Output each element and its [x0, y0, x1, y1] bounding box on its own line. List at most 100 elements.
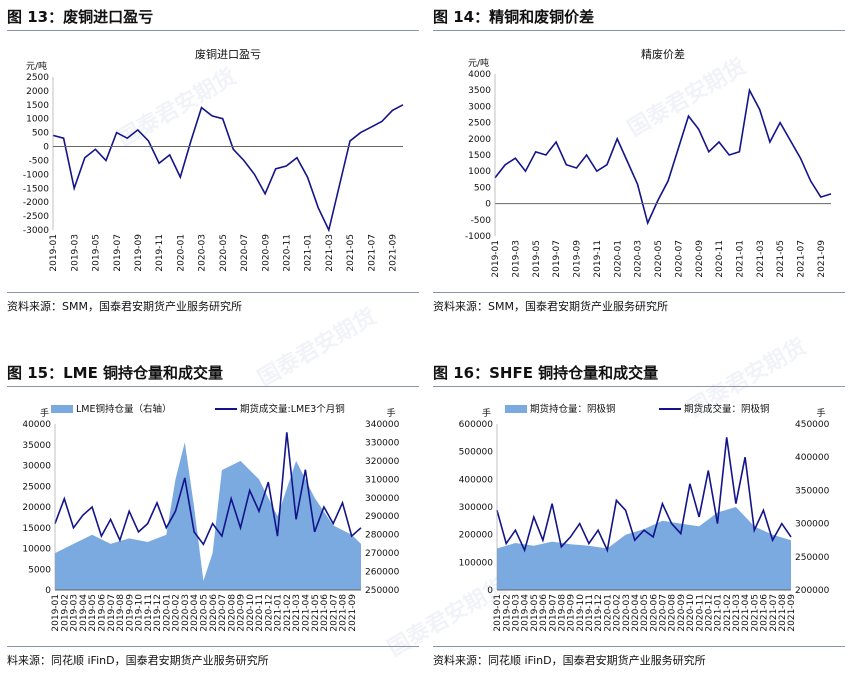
y2-tick-label: 320000 [365, 457, 400, 467]
legend-swatch-0 [505, 405, 527, 413]
y-tick-label: 100000 [459, 558, 494, 568]
x-tick-label: 2020-10 [686, 594, 696, 632]
y-tick-label: 20000 [22, 503, 51, 513]
x-tick-label: 2021-01 [274, 594, 284, 632]
panel-title: 图 14：精铜和废铜价差 [433, 8, 595, 26]
x-tick-label: 2020-03 [198, 234, 208, 272]
legend-label-0: 期货持仓量：阴极铜 [530, 403, 616, 415]
x-tick-label: 2020-04 [631, 594, 641, 632]
x-tick-label: 2021-09 [348, 594, 358, 632]
x-tick-label: 2019-03 [512, 594, 522, 632]
x-tick-label: 2020-02 [613, 594, 623, 632]
y-tick-label: 1500 [26, 101, 49, 111]
y2-axis-label: 手 [386, 407, 395, 419]
x-tick-label: 2021-04 [302, 594, 312, 632]
x-tick-label: 2019-12 [594, 594, 604, 632]
x-tick-label: 2020-04 [190, 594, 200, 632]
x-tick-label: 2020-05 [654, 240, 664, 278]
series-line-1 [54, 432, 362, 546]
x-tick-label: 2020-03 [181, 594, 191, 632]
panel-16: 图 16：SHFE 铜持仓量和成交量 手 手 0 100000 200000 300000… [433, 362, 845, 672]
x-tick-label: 2021-03 [756, 240, 766, 278]
y-tick-label: -2500 [23, 212, 49, 222]
y-tick-label: -1500 [23, 184, 49, 194]
x-tick-label: 2019-12 [153, 594, 163, 632]
x-tick-label: 2021-09 [389, 234, 399, 272]
y-tick-label: 0 [485, 200, 491, 210]
legend-label-1: 期货成交量：阴极铜 [684, 403, 770, 415]
y-tick-label: 500000 [459, 448, 494, 458]
x-tick-label: 2019-02 [60, 594, 70, 632]
y-tick-label: 0 [43, 143, 49, 153]
x-tick-label: 2019-05 [532, 240, 542, 278]
x-tick-label: 2020-06 [209, 594, 219, 632]
x-tick-label: 2020-08 [227, 594, 237, 632]
x-tick-label: 2019-06 [539, 594, 549, 632]
y-tick-label: 200000 [459, 531, 494, 541]
x-tick-label: 2019-03 [70, 594, 80, 632]
y-tick-label: -2000 [23, 198, 49, 208]
x-tick-label: 2020-03 [622, 594, 632, 632]
x-tick-label: 2020-11 [282, 234, 292, 272]
y-tick-label: 30000 [22, 462, 51, 472]
x-tick-label: 2019-03 [512, 240, 522, 278]
x-tick-label: 2020-01 [613, 240, 623, 278]
x-tick-label: 2021-07 [367, 234, 377, 272]
x-tick-label: 2021-09 [787, 594, 797, 632]
y-axis-label: 手 [482, 407, 491, 419]
x-tick-label: 2021-05 [346, 234, 356, 272]
x-tick-label: 2019-05 [530, 594, 540, 632]
x-tick-label: 2020-07 [674, 240, 684, 278]
y2-tick-label: 280000 [365, 531, 400, 541]
y-tick-label: 4000 [468, 70, 491, 80]
y-tick-label: 2500 [26, 73, 49, 83]
y-tick-label: 2500 [468, 119, 491, 129]
y2-tick-label: 300000 [365, 494, 400, 504]
chart-title: 精废价差 [641, 47, 685, 61]
y-tick-label: 10000 [22, 545, 51, 555]
y-axis-label: 元/吨 [26, 60, 47, 72]
x-tick-label: 2021-05 [776, 240, 786, 278]
y2-tick-label: 340000 [365, 420, 400, 430]
x-tick-label: 2019-01 [493, 594, 503, 632]
source-note: 资料来源：SMM，国泰君安期货产业服务研究所 [433, 300, 668, 313]
series-area-0 [497, 507, 791, 590]
x-tick-label: 2020-01 [176, 234, 186, 272]
y-tick-label: -3000 [23, 226, 49, 236]
x-tick-label: 2021-01 [736, 240, 746, 278]
x-tick-label: 2020-07 [218, 594, 228, 632]
x-tick-label: 2020-11 [695, 594, 705, 632]
x-tick-label: 2019-07 [113, 234, 123, 272]
y-tick-label: -500 [29, 156, 50, 166]
x-tick-label: 2019-01 [491, 240, 501, 278]
x-tick-label: 2020-09 [677, 594, 687, 632]
x-tick-label: 2021-07 [797, 240, 807, 278]
y-tick-label: 5000 [28, 565, 51, 575]
x-tick-label: 2021-07 [329, 594, 339, 632]
legend-label-1: 期货成交量:LME3个月铜 [240, 403, 345, 415]
y-tick-label: -1000 [23, 170, 49, 180]
series-area-0 [55, 442, 361, 590]
source-note: 料来源：同花顺 iFinD，国泰君安期货产业服务研究所 [7, 654, 269, 667]
x-tick-label: 2021-06 [760, 594, 770, 632]
panel-13: 图 13：废铜进口盈亏 废铜进口盈亏 元/吨 -3000 -2500 -2000 -150… [7, 6, 419, 316]
x-tick-label: 2019-09 [567, 594, 577, 632]
x-tick-label: 2020-07 [240, 234, 250, 272]
y-tick-label: 15000 [22, 524, 51, 534]
x-tick-label: 2020-11 [255, 594, 265, 632]
chart-shfe-open-interest-volume: 手 手 0 100000 200000 300000 400000 500000 600000 2… [459, 403, 830, 632]
x-tick-label: 2019-11 [593, 240, 603, 278]
x-tick-label: 2021-01 [304, 234, 314, 272]
y-tick-label: 40000 [22, 420, 51, 430]
legend-swatch-0 [51, 405, 73, 413]
x-tick-label: 2019-03 [70, 234, 80, 272]
x-tick-label: 2021-02 [283, 594, 293, 632]
y-tick-label: 500 [32, 129, 49, 139]
title-rule [433, 30, 845, 31]
y2-tick-label: 330000 [365, 438, 400, 448]
series-line-0 [52, 104, 404, 233]
source-note: 资料来源：同花顺 iFinD，国泰君安期货产业服务研究所 [433, 654, 706, 667]
y-tick-label: -500 [471, 216, 492, 226]
x-tick-label: 2019-04 [521, 594, 531, 632]
